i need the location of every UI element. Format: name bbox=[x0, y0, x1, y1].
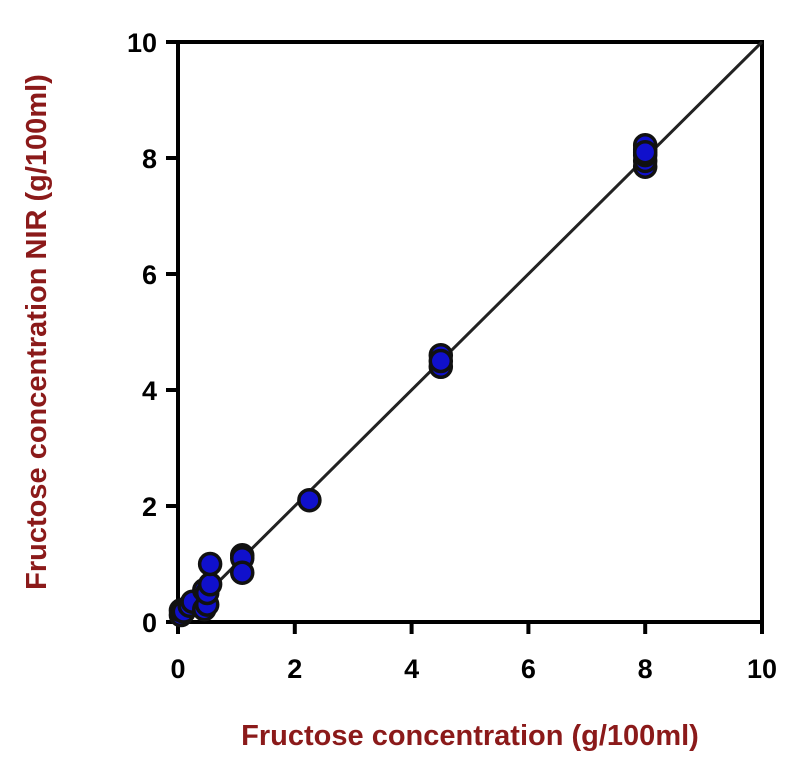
plot-frame bbox=[176, 40, 764, 624]
y-axis-title: Fructose concentration NIR (g/100ml) bbox=[21, 74, 53, 590]
y-tick-label-4: 8 bbox=[142, 144, 157, 174]
data-point-10 bbox=[197, 551, 223, 577]
y-tick-label-3: 6 bbox=[142, 260, 157, 290]
x-tick-label-4: 8 bbox=[638, 654, 653, 684]
data-point-14 bbox=[297, 487, 322, 513]
y-tick-label-0: 0 bbox=[142, 608, 157, 638]
x-axis-title: Fructose concentration (g/100ml) bbox=[241, 720, 699, 752]
data-point-13 bbox=[229, 560, 255, 585]
axis-tick-labels: 0 2 4 6 8 10 0 2 4 6 8 10 bbox=[127, 28, 777, 684]
x-tick-label-3: 6 bbox=[521, 654, 536, 684]
x-tick-label-1: 2 bbox=[287, 654, 302, 684]
y-tick-label-5: 10 bbox=[127, 28, 157, 58]
x-tick-label-2: 4 bbox=[404, 654, 419, 684]
data-point-9 bbox=[197, 572, 223, 597]
y-tick-label-1: 2 bbox=[142, 492, 157, 522]
x-tick-label-0: 0 bbox=[170, 654, 185, 684]
axis-ticks bbox=[166, 40, 764, 634]
data-point-17 bbox=[428, 348, 454, 374]
x-tick-label-5: 10 bbox=[747, 654, 777, 684]
y-tick-label-2: 4 bbox=[142, 376, 157, 406]
fit-line bbox=[176, 40, 764, 624]
data-point-23 bbox=[632, 139, 658, 165]
data-points bbox=[168, 132, 658, 628]
